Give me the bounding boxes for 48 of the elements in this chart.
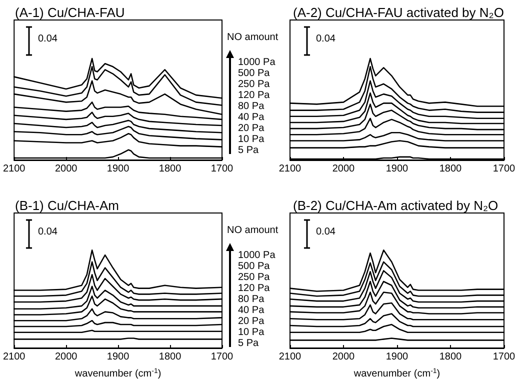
series-label: 20 Pa xyxy=(238,123,264,134)
x-tick-label: 2000 xyxy=(332,352,356,362)
legend-title: NO amount xyxy=(227,32,278,43)
text: 80 Pa xyxy=(238,101,264,112)
series-label: 80 Pa xyxy=(238,294,264,305)
x-tick-label: 1900 xyxy=(386,164,409,174)
x-tick-label: 2100 xyxy=(278,164,302,174)
text: 120 Pa xyxy=(238,90,270,101)
x-tick-label: 1800 xyxy=(158,352,182,362)
text: 250 Pa xyxy=(238,79,270,90)
series-label: 40 Pa xyxy=(238,305,264,316)
series-label: 5 Pa xyxy=(238,145,259,156)
x-tick-label: 1700 xyxy=(210,352,234,362)
chart-title: (A-2) Cu/CHA-FAU activated by N₂O xyxy=(293,5,504,20)
series-label: 10 Pa xyxy=(238,327,264,338)
series-label: 20 Pa xyxy=(238,316,264,327)
x-tick-label: 2000 xyxy=(54,352,78,362)
text: 250 Pa xyxy=(238,272,270,283)
x-tick-label: 2100 xyxy=(3,164,26,174)
text: 0.04 xyxy=(316,226,336,238)
x-tick-label: 1900 xyxy=(106,352,130,362)
text: 0.04 xyxy=(316,34,336,44)
x-tick-label: 2000 xyxy=(54,164,78,174)
chart-title: (B-2) Cu/CHA-Am activated by N₂O xyxy=(293,198,498,213)
legend-title: NO amount xyxy=(227,225,278,236)
text: 1000 Pa xyxy=(238,250,276,261)
series-label: 120 Pa xyxy=(238,283,270,294)
x-tick-label: 1700 xyxy=(210,164,234,174)
chart-title: (A-1) Cu/CHA-FAU xyxy=(15,5,125,20)
legend-label: 500 Pa xyxy=(238,261,270,272)
x-tick-label: 2100 xyxy=(278,352,302,362)
text: 1000 Pa xyxy=(238,57,276,68)
x-tick-label: 1900 xyxy=(386,352,409,362)
series-label: 10 Pa xyxy=(238,134,264,145)
x-tick-label: 1900 xyxy=(106,164,130,174)
x-tick-label: 1800 xyxy=(439,352,462,362)
series-label: 40 Pa xyxy=(238,112,264,123)
chart-title: (B-1) Cu/CHA-Am xyxy=(15,198,120,213)
x-tick-label: 1800 xyxy=(439,164,462,174)
x-tick-label: 1800 xyxy=(158,164,182,174)
x-tick-label: 2100 xyxy=(3,352,26,362)
text: 0.04 xyxy=(38,226,58,238)
legend-label: 500 Pa xyxy=(238,68,270,79)
x-tick-label: 2000 xyxy=(332,164,356,174)
x-tick-label: 1700 xyxy=(492,164,516,174)
series-label: 5 Pa xyxy=(238,338,259,349)
text: 0.04 xyxy=(38,34,58,44)
x-tick-label: 1700 xyxy=(492,352,516,362)
